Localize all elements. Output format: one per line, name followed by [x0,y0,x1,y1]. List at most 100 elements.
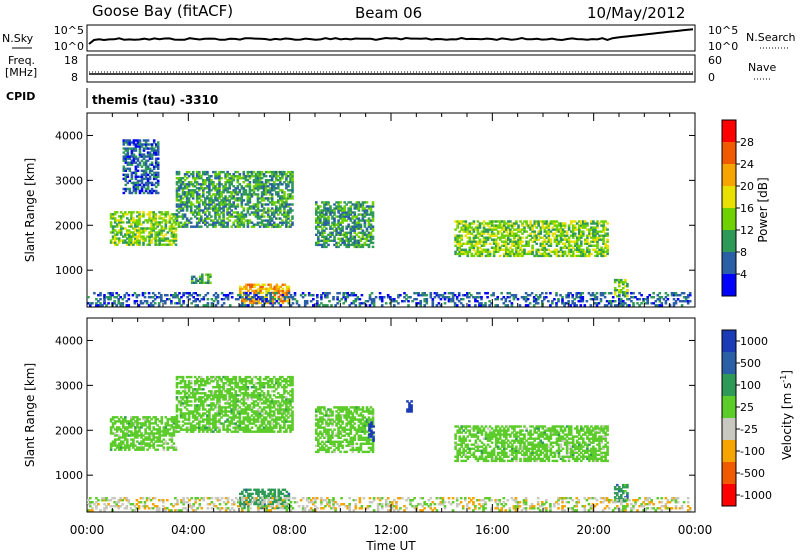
power-cell [139,139,142,141]
nsky-trace [89,29,693,44]
power-cell [137,186,140,188]
power-cell [140,300,143,302]
power-cell [329,205,332,207]
power-cell [222,171,225,173]
power-cell [182,300,185,302]
power-cell [580,241,583,243]
power-cell [500,292,503,294]
velocity-cell [239,376,242,378]
power-cell [165,225,168,227]
power-cell [481,253,484,255]
power-cell [237,171,240,173]
velocity-cell [190,380,193,382]
power-cell [564,251,567,253]
power-cell [99,298,102,300]
power-cell [267,203,270,205]
power-cell [393,304,396,306]
power-cell [371,292,374,294]
power-cell [525,230,528,232]
velocity-cell [206,398,209,400]
power-cell [138,294,141,296]
power-cell [207,298,210,300]
velocity-cell [218,427,221,429]
power-cell [331,232,334,234]
power-cell [529,220,532,222]
power-colorbar-swatch [722,164,736,187]
power-ytick-label: 4000 [55,129,83,142]
power-cell [190,201,193,203]
power-cell [379,292,382,294]
velocity-cell [234,390,237,392]
power-cell [209,274,212,276]
power-cell [200,226,203,228]
power-cell [478,292,481,294]
power-cell [485,243,488,245]
power-cell [280,304,283,306]
power-cell [135,147,138,149]
power-cell [469,237,472,239]
power-cell [127,174,130,176]
power-cell [123,166,126,168]
power-cell [327,222,330,224]
power-cell [154,213,157,215]
power-cell [291,222,294,224]
power-ytick-label: 3000 [55,174,83,187]
velocity-cell [146,449,149,451]
power-cell [122,302,125,304]
power-cell [99,292,102,294]
power-cell [146,300,149,302]
power-cell [255,302,258,304]
power-cell [93,292,96,294]
power-cell [372,236,375,238]
power-cell [323,232,326,234]
power-cell [326,304,329,306]
power-cell [229,304,232,306]
power-cell [523,249,526,251]
power-cell [292,302,295,304]
power-cell [132,244,135,246]
power-cell [178,171,181,173]
velocity-cell [176,396,179,398]
power-cell [373,302,376,304]
power-cell [535,243,538,245]
freq-tick-high: 18 [64,54,78,67]
power-cell [610,302,613,304]
power-colorbar-swatch [722,142,736,165]
power-cell [330,304,333,306]
power-cell [626,295,629,297]
power-cell [460,235,463,237]
power-cell [444,292,447,294]
power-cell [249,183,252,185]
power-cell [134,302,137,304]
power-cell [291,209,294,211]
power-cell [665,302,668,304]
power-cell [675,302,678,304]
power-cell [618,294,621,296]
velocity-cell [142,449,145,451]
power-cell [397,302,400,304]
power-cell [288,286,291,288]
power-colorbar-label: Power [dB] [756,177,770,242]
velocity-cell [226,376,229,378]
power-cell [366,201,369,203]
velocity-cell [198,408,201,410]
velocity-cell [173,442,176,444]
power-cell [488,300,491,302]
power-cell [614,300,617,302]
power-cell [257,292,260,294]
power-cell [277,213,280,215]
power-cell [507,304,510,306]
power-cell [426,298,429,300]
power-cell [610,292,613,294]
velocity-cell [202,388,205,390]
power-cell [582,230,585,232]
velocity-cell [232,418,235,420]
power-cell [249,213,252,215]
velocity-cell [128,449,131,451]
nsky-tick-high: 10^5 [54,24,84,37]
power-cell [294,292,297,294]
power-cell [265,175,268,177]
velocity-cell [184,388,187,390]
power-cell [291,173,294,175]
